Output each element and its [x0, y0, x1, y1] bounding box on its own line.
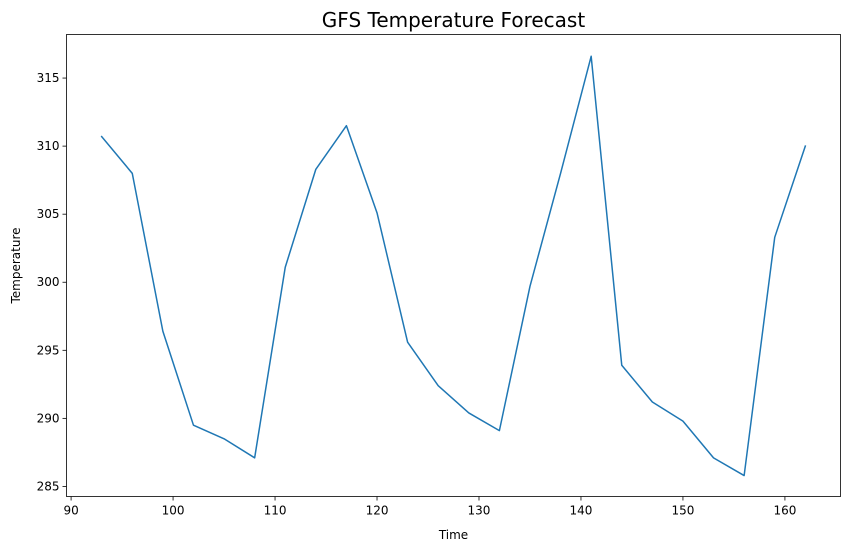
x-axis-label: Time: [438, 528, 468, 542]
y-tick-label: 310: [37, 139, 60, 153]
x-tick-label: 140: [570, 504, 593, 518]
y-tick-label: 295: [37, 343, 60, 357]
y-axis-label: Temperature: [9, 227, 23, 304]
x-tick-label: 110: [264, 504, 287, 518]
x-tick-label: 160: [773, 504, 796, 518]
x-tick-label: 90: [63, 504, 78, 518]
x-tick-label: 130: [468, 504, 491, 518]
y-axis: 285 290 295 300 305 310 315: [37, 71, 67, 493]
y-tick-label: 300: [37, 275, 60, 289]
chart-title: GFS Temperature Forecast: [322, 8, 586, 32]
y-tick-label: 290: [37, 411, 60, 425]
y-tick-label: 285: [37, 479, 60, 493]
plot-area: [66, 34, 841, 497]
x-tick-label: 120: [366, 504, 389, 518]
series-layer: [100, 55, 807, 477]
series-line: [100, 55, 807, 477]
y-tick-label: 305: [37, 207, 60, 221]
y-tick-label: 315: [37, 71, 60, 85]
x-axis: 90 100 110 120 130 140 150 160: [63, 496, 796, 518]
x-tick-label: 100: [162, 504, 185, 518]
x-tick-label: 150: [671, 504, 694, 518]
plot-frame: [66, 34, 841, 497]
